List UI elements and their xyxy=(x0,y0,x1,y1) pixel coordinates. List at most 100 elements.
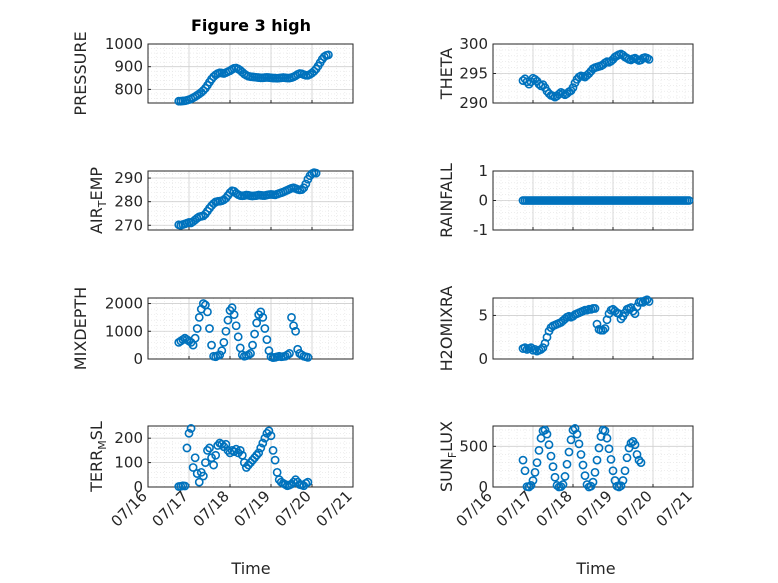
data-point xyxy=(221,326,231,336)
data-point xyxy=(217,346,227,356)
data-point xyxy=(530,467,540,477)
data-point xyxy=(578,460,588,470)
data-point xyxy=(644,297,654,306)
data-point xyxy=(526,480,536,490)
figure-title: Figure 3 high xyxy=(191,16,311,35)
x-tick-label: 07/18 xyxy=(533,487,576,530)
data-point xyxy=(250,329,259,339)
y-tick-label: 1 xyxy=(478,162,488,180)
y-tick-label: 500 xyxy=(459,437,488,455)
data-point xyxy=(258,313,268,322)
data-point xyxy=(538,343,548,353)
data-point xyxy=(180,481,190,491)
data-point xyxy=(552,480,562,490)
data-point xyxy=(229,310,239,320)
y-axis-label: SUNFLUX xyxy=(437,421,459,492)
y-tick-label: 295 xyxy=(459,65,488,83)
axes-border xyxy=(492,297,694,360)
data-point xyxy=(252,318,262,328)
data-point xyxy=(592,319,602,329)
data-point xyxy=(574,439,584,449)
data-point xyxy=(219,337,229,347)
y-tick-label: 5 xyxy=(478,306,488,324)
data-point xyxy=(560,472,570,481)
data-point xyxy=(550,472,560,482)
data-point xyxy=(634,455,644,465)
y-axis-label: AIRTEMP xyxy=(87,167,109,234)
x-axis-label-left: Time xyxy=(230,559,270,578)
x-tick-label: 07/20 xyxy=(272,487,315,530)
data-point xyxy=(303,477,313,487)
data-point xyxy=(590,304,600,313)
data-point xyxy=(626,438,636,448)
data-point xyxy=(203,307,212,317)
data-point xyxy=(518,455,528,465)
axes-rainfall: -1 0 1 RAINFALL xyxy=(437,162,694,239)
data-point xyxy=(207,340,216,350)
data-point xyxy=(684,196,694,205)
data-point xyxy=(323,50,333,60)
data-point xyxy=(602,433,612,443)
y-axis-label: MIXDEPTH xyxy=(71,287,90,370)
data-point xyxy=(252,450,262,460)
axes-air_temp: 270 280 290 AIRTEMP xyxy=(87,167,354,234)
y-tick-label: 270 xyxy=(114,216,143,234)
data-point xyxy=(194,477,204,487)
data-point xyxy=(188,463,198,472)
data-point xyxy=(192,324,202,333)
data-point xyxy=(536,345,546,354)
y-tick-label: 290 xyxy=(114,169,143,187)
data-point xyxy=(205,324,214,333)
data-point xyxy=(616,481,626,491)
y-tick-label: 0 xyxy=(478,350,488,368)
x-tick-label: 07/16 xyxy=(453,487,496,530)
y-tick-label: -1 xyxy=(473,221,488,239)
data-point xyxy=(564,447,574,457)
data-point xyxy=(209,460,218,470)
data-point xyxy=(576,450,586,459)
data-point xyxy=(554,89,564,99)
data-point xyxy=(632,450,642,459)
axes-border xyxy=(147,425,354,488)
data-point xyxy=(608,466,618,476)
data-point xyxy=(572,429,582,439)
data-point xyxy=(592,455,602,465)
data-point xyxy=(301,179,311,189)
data-point xyxy=(590,467,600,477)
y-tick-label: 290 xyxy=(459,94,488,112)
data-point xyxy=(542,429,552,439)
data-point xyxy=(235,445,245,455)
data-point xyxy=(254,448,264,458)
data-point xyxy=(311,168,321,178)
data-point xyxy=(293,344,303,354)
data-point xyxy=(217,439,227,449)
data-point xyxy=(630,440,640,450)
data-point xyxy=(622,453,632,463)
x-tick-label: 07/19 xyxy=(573,487,616,530)
data-point xyxy=(229,447,239,457)
data-point xyxy=(588,477,598,487)
axes-border xyxy=(147,43,354,104)
data-point xyxy=(636,458,646,467)
data-point xyxy=(594,443,604,453)
data-point xyxy=(285,349,294,358)
data-point xyxy=(606,454,616,464)
data-point xyxy=(203,445,212,455)
y-tick-label: 0 xyxy=(133,350,143,368)
axes-mixdepth: 0 1000 2000 MIXDEPTH xyxy=(71,287,354,370)
x-tick-label: 07/17 xyxy=(149,487,192,530)
data-point xyxy=(528,476,538,485)
data-point xyxy=(558,480,568,489)
data-point xyxy=(248,340,257,350)
data-point xyxy=(256,307,266,317)
data-point xyxy=(198,86,208,95)
x-tick-label: 07/16 xyxy=(108,487,151,530)
x-axis-label-right: Time xyxy=(575,559,615,578)
data-point xyxy=(258,438,268,448)
data-point xyxy=(190,453,200,463)
data-point xyxy=(566,435,576,445)
data-point xyxy=(182,443,192,453)
y-tick-label: 0 xyxy=(133,478,143,496)
y-tick-label: 0 xyxy=(478,478,488,496)
